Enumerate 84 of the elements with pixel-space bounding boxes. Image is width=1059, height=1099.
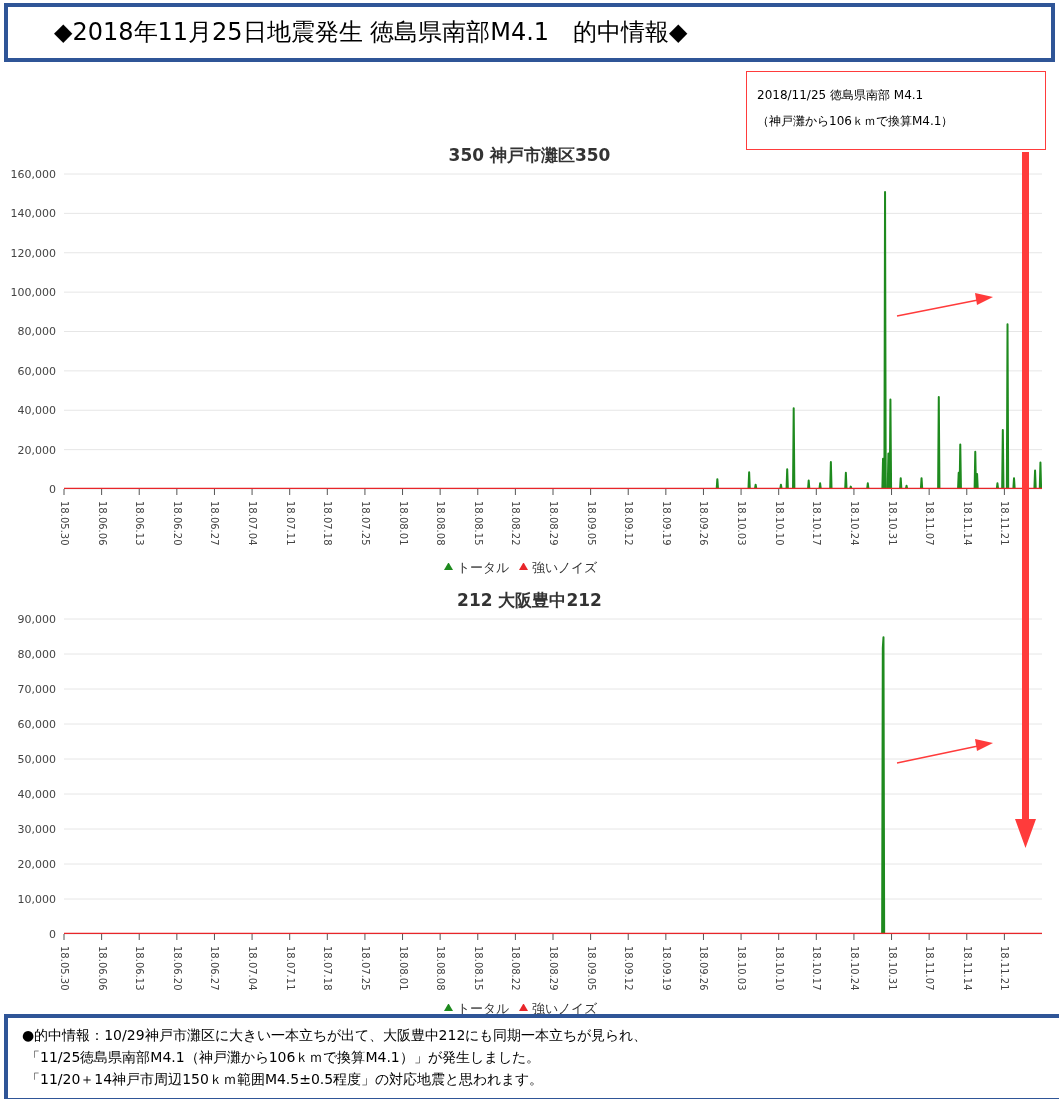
x-tick-label: 18.06.20	[171, 501, 183, 546]
y-tick-label: 70,000	[17, 682, 56, 696]
x-tick-label: 18.07.04	[247, 501, 259, 546]
text: ●的中情報：10/29神戸市灘区に大きい一本立ちが出て、大阪豊中212にも同期一本立ちが見られ、	[22, 1027, 648, 1043]
x-tick-label: 18.06.06	[96, 501, 108, 546]
x-tick-label: 18.08.01	[397, 946, 409, 991]
x-tick-label: 18.11.14	[961, 946, 973, 991]
x-tick-label: 18.08.08	[435, 946, 447, 991]
x-tick-label: 18.11.07	[924, 501, 936, 546]
x-tick-label: 18.10.03	[736, 946, 748, 991]
x-tick-label: 18.06.06	[96, 946, 108, 991]
chart-title: 212 大阪豊中212	[457, 590, 602, 610]
x-tick-label: 18.06.27	[209, 946, 221, 991]
y-tick-label: 60,000	[17, 717, 56, 731]
x-tick-label: 18.10.31	[886, 501, 898, 546]
x-tick-label: 18.10.10	[773, 501, 785, 546]
y-tick-label: 80,000	[17, 647, 56, 661]
x-tick-label: 18.11.21	[999, 501, 1011, 546]
x-tick-label: 18.09.19	[660, 946, 672, 991]
x-tick-label: 18.07.18	[322, 946, 334, 991]
y-tick-label: 60,000	[17, 364, 56, 378]
x-tick-label: 18.10.31	[886, 946, 898, 991]
x-tick-label: 18.09.12	[623, 946, 635, 991]
x-tick-label: 18.05.30	[59, 946, 70, 991]
y-tick-label: 80,000	[17, 325, 56, 339]
y-tick-label: 20,000	[17, 443, 56, 457]
x-tick-label: 18.10.17	[811, 501, 823, 546]
chart-title: ◆2018年11月25日地震発生 徳島県南部M4.1 的中情報◆	[54, 18, 688, 46]
text: 「11/20＋14神戸市周辺150ｋｍ範囲M4.5±0.5程度」の対応地震と思われます。	[26, 1071, 544, 1087]
y-tick-label: 140,000	[10, 207, 56, 221]
x-tick-label: 18.08.22	[510, 501, 522, 546]
text: 2018/11/25 徳島県南部 M4.1	[757, 88, 924, 102]
legend-label: トータル	[456, 560, 509, 575]
x-tick-label: 18.09.05	[585, 501, 597, 546]
x-tick-label: 18.08.01	[397, 501, 409, 546]
x-tick-label: 18.10.24	[848, 501, 860, 546]
x-tick-label: 18.08.15	[472, 946, 484, 991]
x-tick-label: 18.08.08	[435, 501, 447, 546]
x-tick-label: 18.09.05	[585, 946, 597, 991]
legend-label: 強いノイズ	[531, 560, 597, 575]
x-tick-label: 18.10.03	[736, 501, 748, 546]
line-series	[715, 190, 1042, 489]
x-tick-label: 18.06.13	[134, 501, 146, 546]
x-tick-label: 18.07.18	[322, 501, 334, 546]
x-tick-label: 18.09.26	[698, 946, 710, 991]
y-tick-label: 120,000	[10, 246, 56, 260]
x-tick-label: 18.06.27	[209, 501, 221, 546]
y-tick-label: 160,000	[10, 167, 56, 181]
legend-label: トータル	[456, 1001, 509, 1016]
y-tick-label: 40,000	[17, 404, 56, 418]
y-tick-label: 30,000	[17, 822, 56, 836]
x-tick-label: 18.11.21	[999, 946, 1011, 991]
x-tick-label: 18.10.10	[773, 946, 785, 991]
x-tick-label: 18.09.12	[623, 501, 635, 546]
x-tick-label: 18.08.29	[548, 946, 559, 991]
x-tick-label: 18.08.29	[548, 501, 559, 546]
text: （神戸灘から106ｋｍで換算M4.1）	[757, 114, 954, 128]
x-tick-label: 18.09.19	[660, 501, 672, 546]
text: 「11/25徳島県南部M4.1（神戸灘から106ｋｍで換算M4.1）」が発生しました。	[26, 1049, 540, 1065]
x-tick-label: 18.07.11	[284, 501, 296, 546]
x-tick-label: 18.07.04	[247, 946, 259, 991]
x-tick-label: 18.11.14	[961, 501, 973, 546]
y-tick-label: 10,000	[17, 892, 56, 906]
y-tick-label: 20,000	[17, 857, 56, 871]
x-tick-label: 18.06.13	[134, 946, 146, 991]
x-tick-label: 18.11.07	[924, 946, 936, 991]
x-tick-label: 18.05.30	[59, 501, 70, 546]
x-tick-label: 18.07.25	[359, 946, 371, 991]
y-tick-label: 90,000	[17, 612, 56, 626]
y-tick-label: 40,000	[17, 787, 56, 801]
y-tick-label: 0	[49, 482, 56, 496]
y-tick-label: 0	[49, 927, 56, 941]
x-tick-label: 18.06.20	[171, 946, 183, 991]
x-tick-label: 18.10.17	[811, 946, 823, 991]
x-tick-label: 18.07.25	[359, 501, 371, 546]
chart-subtitle: 350 神戸市灘区350	[448, 145, 611, 165]
x-tick-label: 18.07.11	[284, 946, 296, 991]
x-tick-label: 18.09.26	[698, 501, 710, 546]
x-tick-label: 18.08.15	[472, 501, 484, 546]
legend-label: 強いノイズ	[531, 1001, 597, 1016]
y-tick-label: 50,000	[17, 752, 56, 766]
y-tick-label: 100,000	[10, 286, 56, 300]
x-tick-label: 18.10.24	[848, 946, 860, 991]
x-tick-label: 18.08.22	[510, 946, 522, 991]
